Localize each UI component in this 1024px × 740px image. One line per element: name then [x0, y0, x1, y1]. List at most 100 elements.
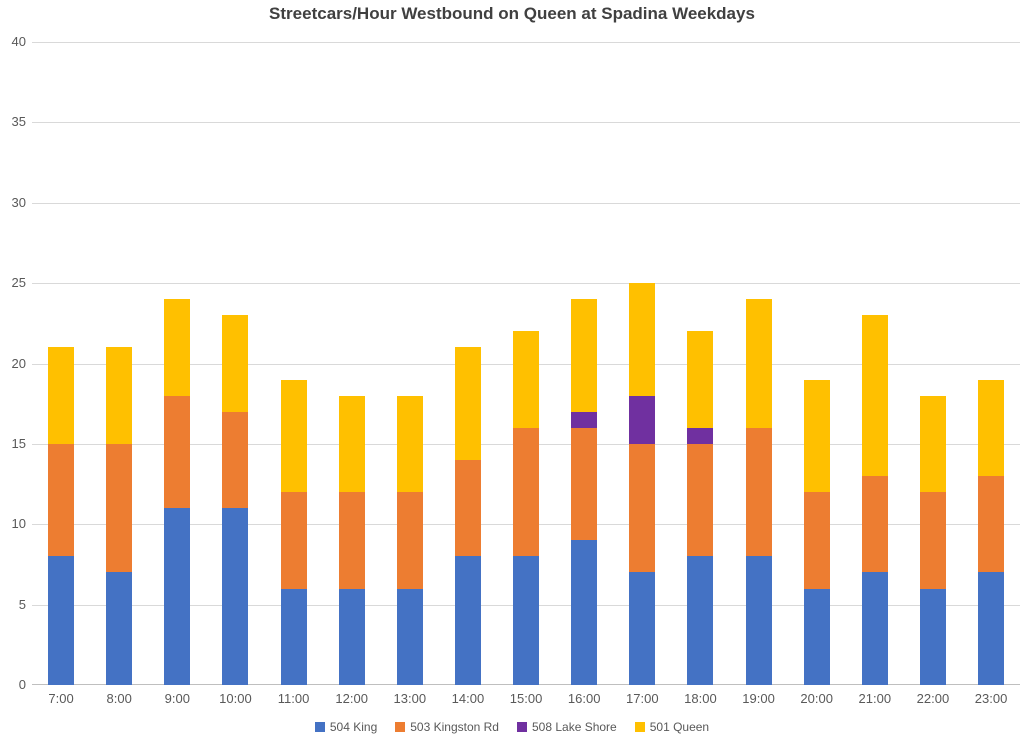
bar-segment-501-queen — [687, 331, 714, 428]
bar-slot — [904, 42, 962, 685]
bar-segment-508-lake-shore — [687, 427, 714, 444]
bar-segment-503-kingston-rd — [338, 492, 365, 589]
bar-segment-503-kingston-rd — [513, 427, 540, 557]
bar-segment-504-king — [571, 540, 598, 685]
bar-segment-503-kingston-rd — [978, 476, 1005, 573]
stacked-bar-1400 — [454, 347, 481, 685]
bar-slot — [323, 42, 381, 685]
stacked-bar-1700 — [629, 283, 656, 685]
bar-segment-501-queen — [745, 299, 772, 428]
y-axis-tick-label: 20 — [11, 355, 26, 371]
x-axis-tick-label: 8:00 — [106, 691, 132, 706]
plot-area — [32, 42, 1020, 685]
bar-segment-501-queen — [338, 395, 365, 493]
bar-slot — [148, 42, 206, 685]
bar-segment-504-king — [629, 572, 656, 685]
x-axis-tick-label: 19:00 — [742, 691, 775, 706]
bar-segment-501-queen — [571, 299, 598, 412]
bar-slot — [555, 42, 613, 685]
x-axis-tick-label: 20:00 — [800, 691, 833, 706]
x-axis-tick-label: 10:00 — [219, 691, 252, 706]
bar-segment-504-king — [106, 572, 133, 685]
bar-segment-501-queen — [396, 395, 423, 493]
bar-slot — [788, 42, 846, 685]
bar-segment-501-queen — [978, 379, 1005, 477]
bar-segment-503-kingston-rd — [629, 443, 656, 573]
stacked-bar-1000 — [222, 315, 249, 685]
bar-segment-503-kingston-rd — [919, 492, 946, 589]
bar-segment-501-queen — [106, 347, 133, 444]
stacked-bar-1100 — [280, 379, 307, 685]
stacked-bar-2300 — [978, 379, 1005, 685]
gridline — [32, 283, 1020, 285]
bar-segment-501-queen — [803, 379, 830, 493]
y-axis-tick-label: 30 — [11, 194, 26, 210]
bar-segment-504-king — [164, 508, 191, 685]
y-axis-tick-label: 25 — [11, 275, 26, 291]
bar-segment-504-king — [48, 556, 75, 685]
bar-segment-504-king — [803, 588, 830, 685]
bar-segment-504-king — [454, 556, 481, 685]
bar-segment-503-kingston-rd — [280, 492, 307, 589]
legend-label: 504 King — [329, 720, 378, 734]
x-axis-tick-label: 22:00 — [916, 691, 950, 706]
stacked-bar-2200 — [919, 395, 946, 685]
bar-segment-503-kingston-rd — [571, 427, 598, 541]
stacked-bar-1500 — [513, 331, 540, 685]
bar-segment-504-king — [919, 588, 946, 685]
bar-segment-504-king — [396, 588, 423, 685]
chart-title: Streetcars/Hour Westbound on Queen at Sp… — [269, 4, 755, 23]
bar-segment-501-queen — [919, 395, 946, 493]
bar-segment-501-queen — [629, 283, 656, 396]
bar-segment-503-kingston-rd — [396, 492, 423, 589]
y-axis-tick-label: 40 — [11, 34, 26, 49]
stacked-bar-1900 — [745, 299, 772, 685]
x-axis-tick-label: 11:00 — [277, 691, 310, 706]
bar-segment-504-king — [222, 508, 249, 685]
bar-slot — [846, 42, 904, 685]
stacked-bar-1600 — [571, 299, 598, 685]
y-axis-tick-label: 0 — [18, 677, 26, 692]
bar-segment-501-queen — [280, 379, 307, 493]
y-axis-tick-label: 15 — [11, 435, 26, 451]
bar-segment-503-kingston-rd — [222, 411, 249, 509]
legend-label: 501 Queen — [649, 720, 710, 734]
legend-swatch — [314, 722, 325, 732]
x-axis-tick-label: 14:00 — [451, 691, 485, 706]
x-axis-tick-label: 13:00 — [393, 691, 427, 706]
gridline — [32, 42, 1020, 43]
x-axis-tick-label: 16:00 — [567, 691, 601, 706]
bar-slot — [90, 42, 148, 685]
bar-segment-503-kingston-rd — [106, 443, 133, 573]
bar-segment-503-kingston-rd — [454, 459, 481, 557]
bar-segment-501-queen — [861, 315, 888, 477]
y-axis-tick-label: 10 — [11, 516, 26, 532]
bar-slot — [962, 42, 1020, 685]
x-axis-labels: 7:00 8:00 9:00 10:00 11:00 12:00 13:00 14:00 15:… — [32, 691, 1020, 706]
bar-segment-504-king — [338, 588, 365, 685]
bar-segment-508-lake-shore — [571, 411, 598, 428]
x-axis-tick-label: 15:00 — [509, 691, 543, 706]
gridline — [32, 202, 1020, 204]
bar-segment-503-kingston-rd — [861, 476, 888, 573]
legend-swatch — [516, 722, 527, 732]
x-axis-tick-label: 12:00 — [335, 691, 368, 706]
legend-label: 503 Kingston Rd — [410, 720, 499, 734]
stacked-bar-800 — [106, 347, 133, 685]
bar-slot — [265, 42, 323, 685]
x-axis-tick-label: 21:00 — [858, 691, 892, 706]
x-axis-tick-label: 18:00 — [684, 691, 717, 706]
bar-segment-501-queen — [454, 347, 481, 460]
bars — [32, 42, 1020, 685]
legend-label: 508 Lake Shore — [531, 720, 617, 734]
legend: 504 King 503 Kingston Rd 508 Lake Shore 501… — [0, 720, 1024, 734]
bar-segment-504-king — [745, 556, 772, 685]
x-axis-tick-label: 7:00 — [48, 691, 74, 706]
bar-slot — [671, 42, 729, 685]
bar-segment-503-kingston-rd — [164, 395, 191, 509]
bar-segment-501-queen — [513, 331, 540, 428]
bar-slot — [381, 42, 439, 685]
gridline — [32, 122, 1020, 124]
y-axis-tick-label: 35 — [11, 114, 26, 130]
